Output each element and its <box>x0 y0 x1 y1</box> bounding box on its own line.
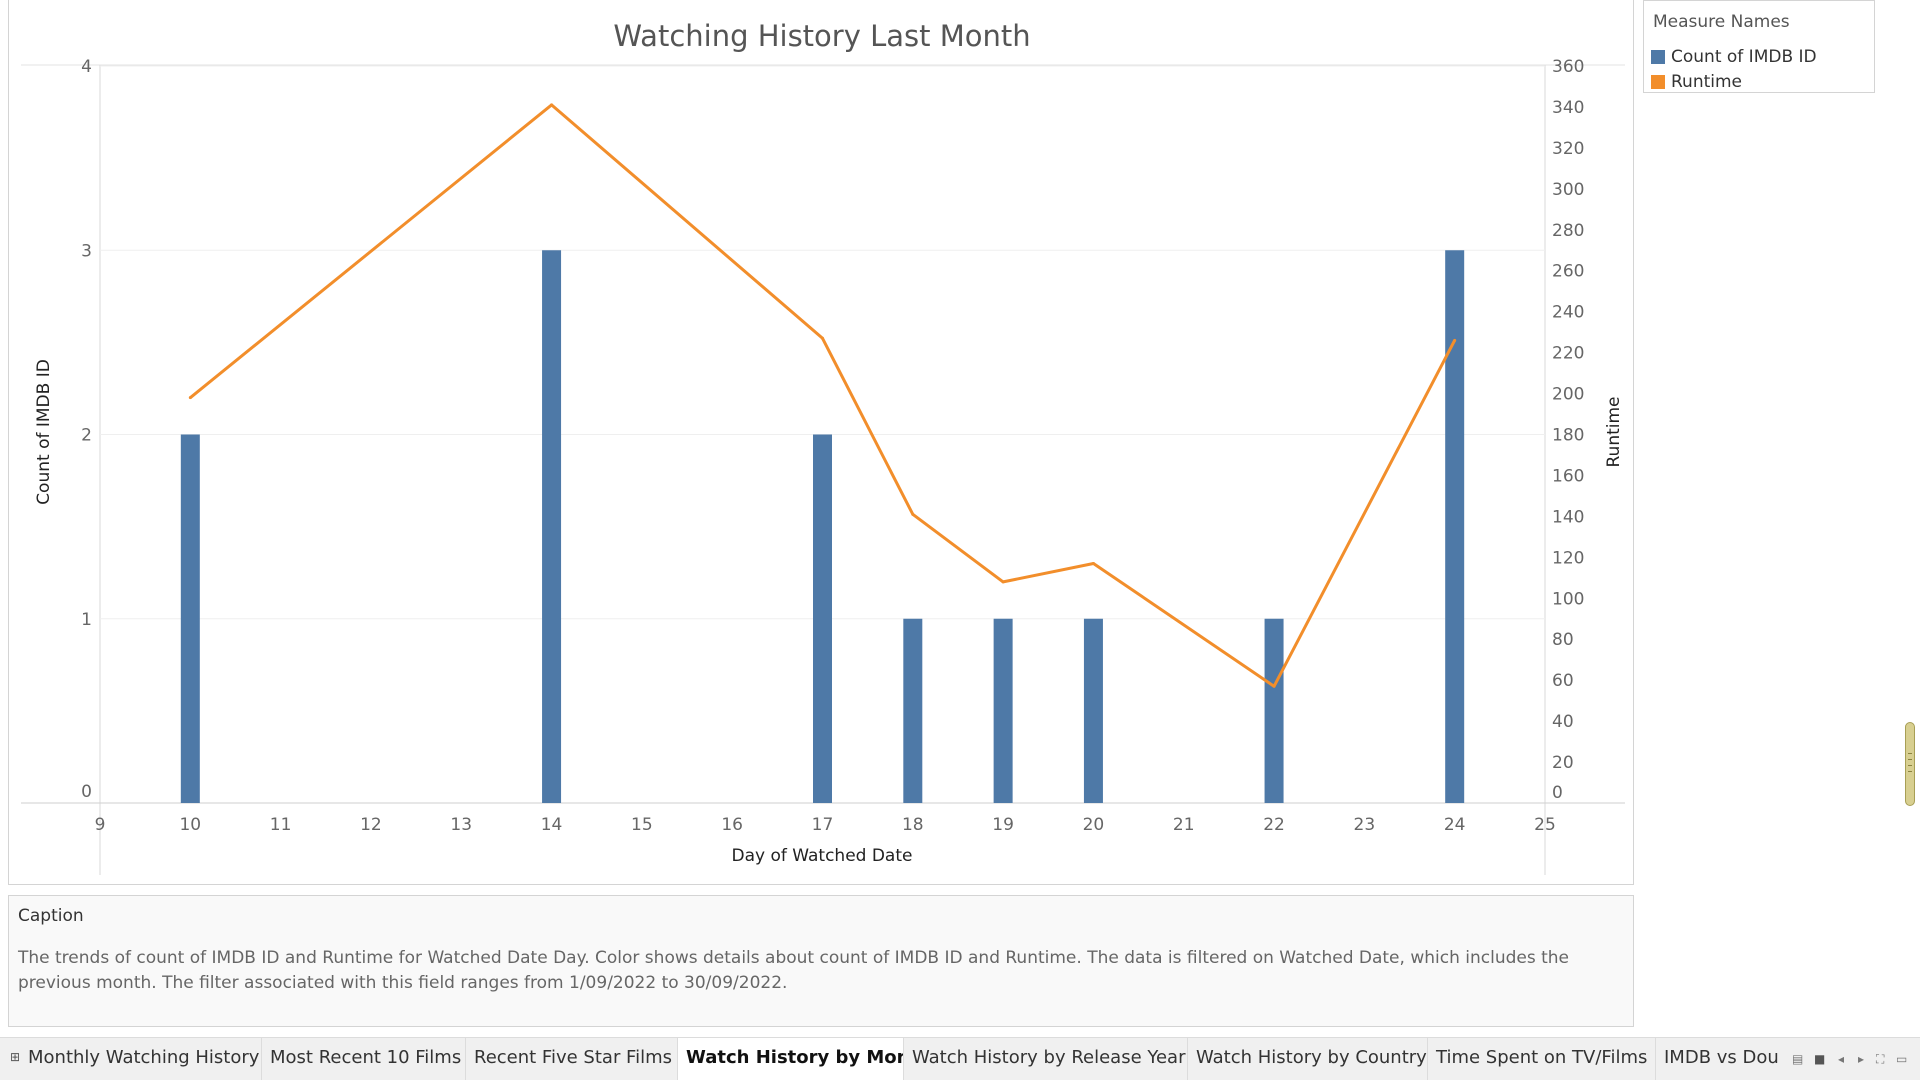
y2-axis-title: Runtime <box>1604 396 1624 467</box>
scroll-handle[interactable] <box>1905 722 1915 806</box>
caption-title: Caption <box>18 906 84 926</box>
runtime-point <box>550 103 554 107</box>
x-tick-label: 16 <box>721 815 743 835</box>
bar-count-imdb-id <box>903 618 923 803</box>
y-tick-label: 2 <box>81 426 92 446</box>
x-tick-label: 15 <box>631 815 653 835</box>
y2-tick-label: 100 <box>1552 589 1584 609</box>
x-tick-label: 23 <box>1354 815 1376 835</box>
x-tick-label: 9 <box>95 815 106 835</box>
legend-title: Measure Names <box>1653 12 1790 32</box>
legend[interactable]: Measure Names Count of IMDB ID Runtime <box>1643 0 1875 93</box>
chart-title: Watching History Last Month <box>613 19 1030 53</box>
runtime-point <box>1091 561 1095 565</box>
x-tick-label: 21 <box>1173 815 1195 835</box>
runtime-point <box>188 396 192 400</box>
next-tab-icon[interactable]: ▸ <box>1858 1052 1865 1066</box>
scroll-grip <box>1908 765 1912 766</box>
x-tick-label: 11 <box>270 815 292 835</box>
tab-watch-history-by-month[interactable]: Watch History by Month <box>678 1038 904 1080</box>
runtime-line <box>189 103 1457 688</box>
x-tick-label: 18 <box>902 815 924 835</box>
y2-tick-label: 200 <box>1552 385 1584 405</box>
caption-text: The trends of count of IMDB ID and Runti… <box>18 948 1570 993</box>
scroll-grip <box>1908 759 1912 760</box>
y2-tick-label: 320 <box>1552 139 1584 159</box>
bar-count-imdb-id <box>180 434 200 803</box>
runtime-point <box>1001 580 1005 584</box>
y-tick-label: 3 <box>81 241 92 261</box>
legend-item-count[interactable]: Count of IMDB ID <box>1651 46 1817 68</box>
y2-tick-label: 220 <box>1552 344 1584 364</box>
x-tick-label: 17 <box>812 815 834 835</box>
x-tick-label: 24 <box>1444 815 1466 835</box>
bar-count-imdb-id <box>813 434 832 803</box>
y2-tick-label: 0 <box>1552 783 1563 803</box>
y2-tick-label: 340 <box>1552 98 1584 118</box>
x-tick-label: 13 <box>450 815 472 835</box>
legend-swatch-count <box>1651 50 1665 64</box>
present-icon[interactable]: ▭ <box>1896 1052 1908 1066</box>
y2-tick-label: 60 <box>1552 671 1574 691</box>
y2-tick-label: 300 <box>1552 180 1584 200</box>
y2-tick-label: 360 <box>1552 57 1584 77</box>
x-tick-label: 14 <box>541 815 563 835</box>
runtime-point <box>1453 338 1457 342</box>
bar-count-imdb-id <box>1445 250 1465 803</box>
tab-recent-five-star-films[interactable]: Recent Five Star Films <box>466 1038 678 1080</box>
y2-tick-label: 180 <box>1552 426 1584 446</box>
bar-count-imdb-id <box>1083 618 1103 803</box>
y2-tick-label: 120 <box>1552 548 1584 568</box>
fullscreen-icon[interactable]: ⛶ <box>1876 1052 1885 1066</box>
y2-tick-label: 80 <box>1552 630 1574 650</box>
grid-icon[interactable]: ⊞ <box>10 1050 21 1064</box>
bar-count-imdb-id <box>993 618 1013 803</box>
y2-tick-label: 260 <box>1552 262 1584 282</box>
chart-panel[interactable]: Watching History Last Month 0 1 2 3 4 0 20 40 60 8… <box>8 0 1634 885</box>
legend-label-count: Count of IMDB ID <box>1671 47 1817 67</box>
tab-time-spent-on-tv-films[interactable]: Time Spent on TV/Films <box>1428 1038 1656 1080</box>
tab-monthly-watching-history[interactable]: Monthly Watching History <box>20 1038 262 1080</box>
tab-imdb-vs-douban[interactable]: IMDB vs Douban <box>1664 1047 1778 1068</box>
x-axis-title: Day of Watched Date <box>732 846 913 866</box>
bar-count-imdb-id <box>1264 618 1284 803</box>
legend-label-runtime: Runtime <box>1671 72 1743 92</box>
runtime-point <box>1272 684 1276 688</box>
sheet-view-icon[interactable]: ▤ <box>1792 1052 1804 1066</box>
runtime-point <box>911 512 915 516</box>
legend-item-runtime[interactable]: Runtime <box>1651 71 1742 93</box>
sheet-tab-bar: ⊞ Monthly Watching History Most Recent 1… <box>0 1037 1920 1080</box>
x-tick-label: 20 <box>1083 815 1105 835</box>
caption-panel: Caption The trends of count of IMDB ID a… <box>8 895 1634 1027</box>
x-tick-label: 12 <box>360 815 382 835</box>
tab-watch-history-by-country[interactable]: Watch History by Country <box>1188 1038 1428 1080</box>
bar-count-imdb-id <box>542 250 562 803</box>
x-tick-label: 25 <box>1534 815 1556 835</box>
y2-tick-label: 140 <box>1552 507 1584 527</box>
scroll-grip <box>1908 771 1912 772</box>
x-tick-label: 22 <box>1263 815 1285 835</box>
y-tick-label: 1 <box>81 610 92 630</box>
y2-tick-label: 20 <box>1552 753 1574 773</box>
legend-swatch-runtime <box>1651 75 1665 89</box>
chart-svg[interactable]: Watching History Last Month0123402040608… <box>9 0 1635 885</box>
x-tick-label: 10 <box>179 815 201 835</box>
filmstrip-icon[interactable]: ■ <box>1814 1052 1826 1066</box>
tab-most-recent-10-films[interactable]: Most Recent 10 Films <box>262 1038 466 1080</box>
y2-tick-label: 160 <box>1552 466 1584 486</box>
runtime-point <box>821 336 824 340</box>
y-axis-title: Count of IMDB ID <box>34 359 54 505</box>
y2-tick-label: 280 <box>1552 221 1584 241</box>
y2-tick-label: 40 <box>1552 712 1574 732</box>
tab-watch-history-by-release-year[interactable]: Watch History by Release Year <box>904 1038 1188 1080</box>
y-tick-label: 0 <box>81 782 92 802</box>
prev-tab-icon[interactable]: ◂ <box>1838 1052 1845 1066</box>
x-tick-label: 19 <box>992 815 1014 835</box>
y-tick-label: 4 <box>81 57 92 77</box>
scroll-grip <box>1908 753 1912 754</box>
y2-tick-label: 240 <box>1552 303 1584 323</box>
